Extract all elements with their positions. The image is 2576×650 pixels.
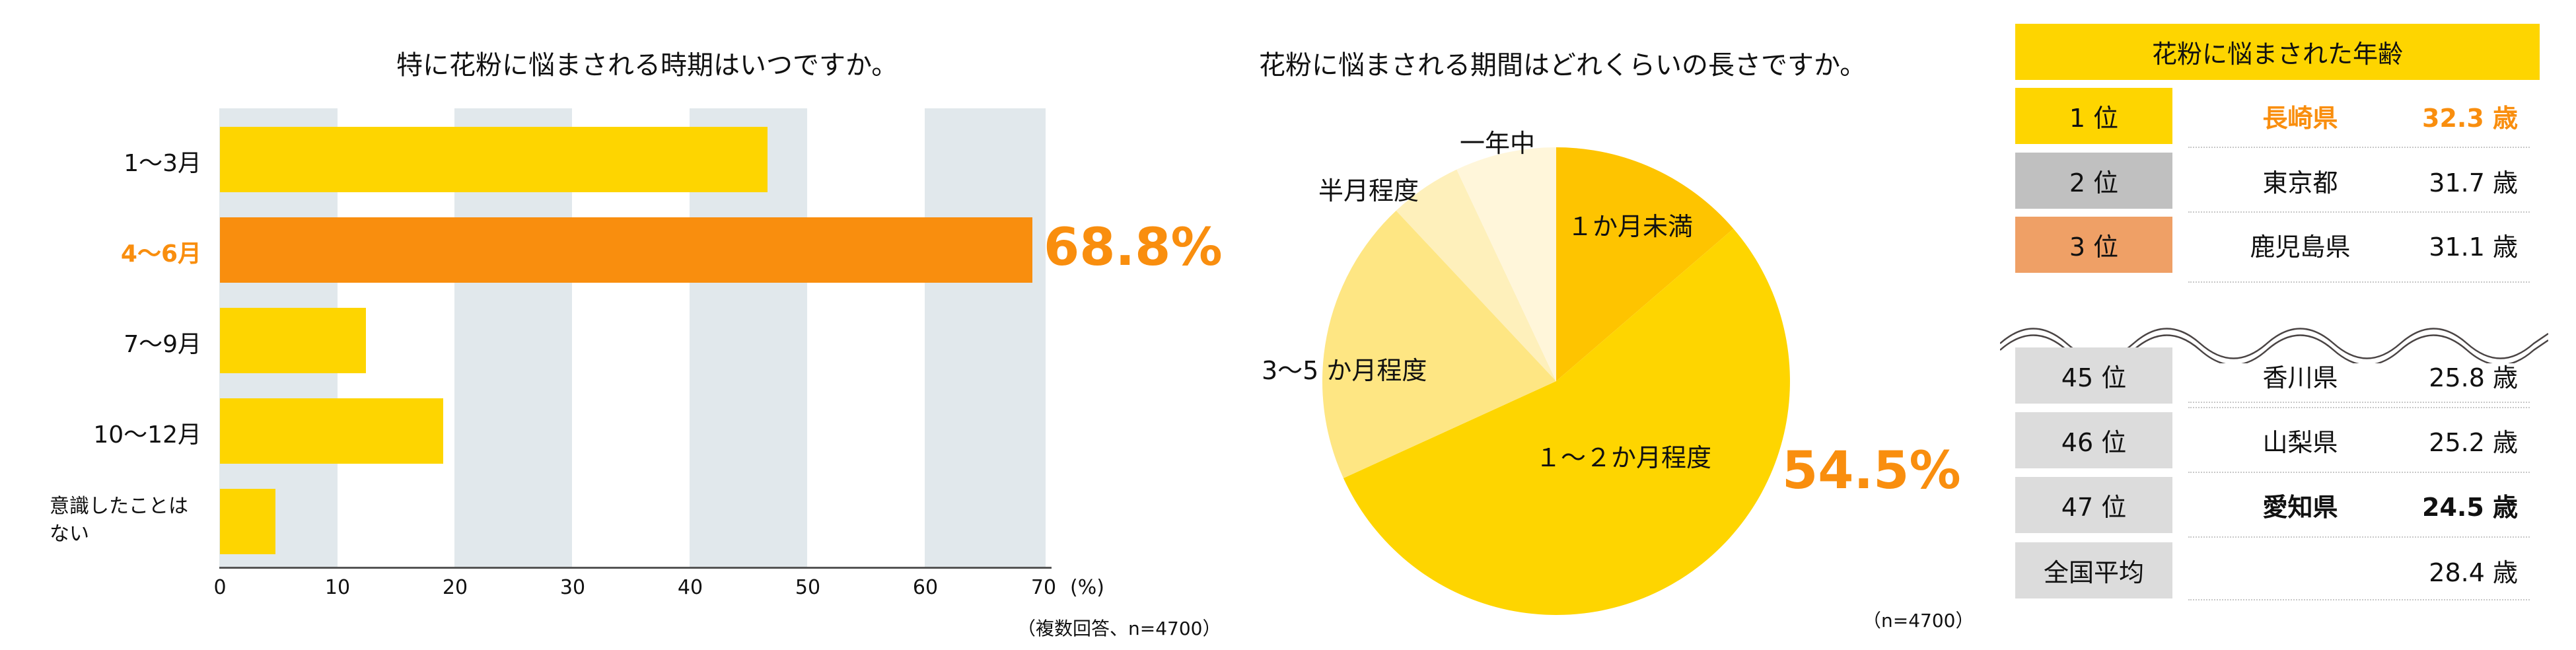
pie-chart-svg	[1322, 147, 1790, 615]
age-cell-1: 32.3 歳	[2422, 104, 2518, 133]
bar-jul-sep	[220, 308, 366, 373]
pie-slice-half-month	[1396, 169, 1556, 381]
prefecture-cell-47: 愛知県	[2262, 493, 2338, 522]
x-tick-40: 40	[677, 576, 703, 599]
bar-never-noticed	[220, 489, 275, 554]
x-tick-70: 70	[1030, 576, 1057, 599]
row-divider	[2188, 536, 2530, 538]
prefecture-cell-46: 山梨県	[2262, 428, 2338, 457]
ylabel-never-noticed-line2: ない	[50, 523, 89, 546]
age-cell-47: 24.5 歳	[2422, 493, 2518, 522]
x-axis-unit: (%)	[1070, 576, 1104, 599]
pie-chart-title: 花粉に悩まされる期間はどれくらいの長さですか。	[1259, 50, 1867, 81]
bar-chart-title: 特に花粉に悩まされる時期はいつですか。	[396, 50, 898, 81]
prefecture-cell-3: 鹿児島県	[2250, 233, 2351, 262]
pie-slice-1-2-months	[1343, 229, 1790, 615]
row-divider	[2188, 211, 2530, 213]
pie-label-all-year: 一年中	[1460, 129, 1536, 158]
pie-slice-all-year	[1456, 147, 1556, 382]
pie-label-half-month: 半月程度	[1318, 176, 1419, 205]
pie-slice-under-1-month	[1556, 147, 1734, 381]
prefecture-cell-45: 香川県	[2262, 363, 2338, 392]
x-tick-20: 20	[442, 576, 468, 599]
age-cell-2: 31.7 歳	[2429, 168, 2518, 198]
average-age-cell: 28.4 歳	[2429, 558, 2518, 587]
pie-chart-note: （n=4700）	[1863, 610, 1974, 632]
age-cell-45: 25.8 歳	[2429, 363, 2518, 392]
rank-cell-2: 2 位	[2015, 153, 2172, 209]
x-tick-50: 50	[795, 576, 821, 599]
row-divider	[2188, 472, 2530, 473]
bar-apr-jun	[220, 217, 1032, 283]
grid-band-60-70	[925, 108, 1046, 567]
row-divider	[2188, 407, 2530, 408]
rank-cell-1: 1 位	[2015, 88, 2172, 144]
ylabel-oct-dec: 10～12月	[93, 421, 201, 449]
pie-highlight-value: 54.5%	[1782, 441, 1961, 501]
pie-slice-3-5-months	[1322, 210, 1556, 478]
ylabel-apr-jun: 4～6月	[120, 240, 201, 268]
ylabel-jul-sep: 7～9月	[124, 331, 201, 358]
pie-label-3-5-months: 3～5 か月程度	[1262, 356, 1427, 385]
ylabel-never-noticed: 意識したことは ない	[50, 493, 221, 548]
age-cell-3: 31.1 歳	[2429, 233, 2518, 262]
bar-oct-dec	[220, 398, 443, 464]
row-divider	[2188, 147, 2530, 148]
age-cell-46: 25.2 歳	[2429, 428, 2518, 457]
prefecture-cell-1: 長崎県	[2262, 104, 2338, 133]
bar-chart-note: （複数回答、n=4700）	[1017, 618, 1221, 639]
rank-cell-46: 46 位	[2015, 412, 2172, 468]
row-divider	[2188, 281, 2530, 283]
prefecture-cell-2: 東京都	[2262, 168, 2338, 198]
pie-label-under-1-month: １か月未満	[1567, 212, 1694, 241]
x-axis-line	[219, 567, 1052, 569]
rank-cell-47: 47 位	[2015, 477, 2172, 533]
pie-chart-panel: 花粉に悩まされる期間はどれくらいの長さですか。 １か月未満 １～２か月程度 3～…	[1255, 0, 2001, 650]
average-label-cell: 全国平均	[2015, 542, 2172, 598]
bar-highlight-value: 68.8%	[1044, 218, 1223, 277]
rank-cell-45: 45 位	[2015, 347, 2172, 404]
x-tick-30: 30	[559, 576, 586, 599]
ranking-table-title: 花粉に悩まされた年齢	[2015, 24, 2540, 80]
bar-chart-panel: 特に花粉に悩まされる時期はいつですか。 1～3月 4～6月 7～9月 10～12…	[0, 0, 1255, 650]
ylabel-never-noticed-line1: 意識したことは	[50, 495, 188, 518]
x-tick-10: 10	[324, 576, 351, 599]
pie-label-1-2-months: １～２か月程度	[1536, 443, 1712, 472]
row-divider	[2188, 599, 2530, 600]
x-tick-60: 60	[912, 576, 939, 599]
ylabel-jan-mar: 1～3月	[124, 150, 201, 177]
row-divider	[2188, 402, 2530, 403]
rank-cell-3: 3 位	[2015, 217, 2172, 273]
x-tick-0: 0	[213, 576, 227, 599]
bar-jan-mar	[220, 127, 768, 192]
